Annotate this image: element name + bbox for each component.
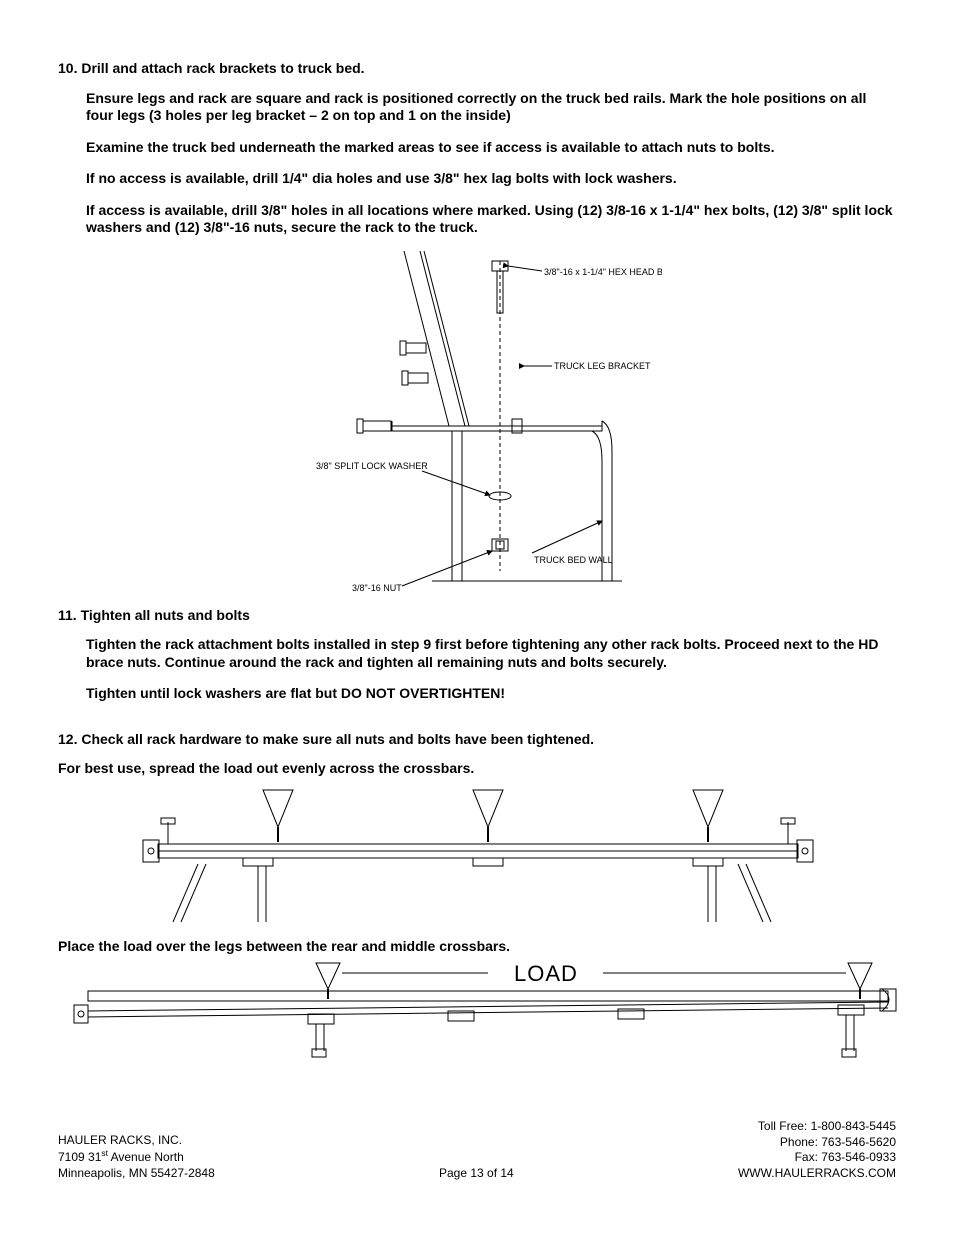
step-10-heading: 10. Drill and attach rack brackets to tr… <box>58 60 896 78</box>
step-10-body: Ensure legs and rack are square and rack… <box>58 90 896 237</box>
step-10-p2: Examine the truck bed underneath the mar… <box>86 139 896 157</box>
label-washer: 3/8" SPLIT LOCK WASHER <box>316 461 428 471</box>
step-12-p2: Place the load over the legs between the… <box>58 938 896 956</box>
footer-phone: Phone: 763-546-5620 <box>738 1135 896 1151</box>
footer-left: HAULER RACKS, INC. 7109 31st Avenue Nort… <box>58 1133 215 1182</box>
footer-fax: Fax: 763-546-0933 <box>738 1150 896 1166</box>
step-11-p1: Tighten the rack attachment bolts instal… <box>86 636 896 671</box>
footer-addr2: Minneapolis, MN 55427-2848 <box>58 1166 215 1182</box>
page-number: Page 13 of 14 <box>215 1166 738 1181</box>
label-wall: TRUCK BED WALL <box>534 555 613 565</box>
step-10-p4: If access is available, drill 3/8" holes… <box>86 202 896 237</box>
load-placement-diagram: LOAD <box>58 959 898 1059</box>
step-12-p1: For best use, spread the load out evenly… <box>58 760 896 778</box>
step-11-p2: Tighten until lock washers are flat but … <box>86 685 896 703</box>
step-10-p3: If no access is available, drill 1/4" di… <box>86 170 896 188</box>
page-footer: HAULER RACKS, INC. 7109 31st Avenue Nort… <box>58 1119 896 1181</box>
footer-tollfree: Toll Free: 1-800-843-5445 <box>738 1119 896 1135</box>
footer-web: WWW.HAULERRACKS.COM <box>738 1166 896 1182</box>
even-load-diagram <box>98 782 828 932</box>
label-bolt: 3/8"-16 x 1-1/4" HEX HEAD BOLT <box>544 267 662 277</box>
step-11-heading: 11. Tighten all nuts and bolts <box>58 607 896 625</box>
step-11-body: Tighten the rack attachment bolts instal… <box>58 636 896 703</box>
footer-company: HAULER RACKS, INC. <box>58 1133 215 1149</box>
footer-right: Toll Free: 1-800-843-5445 Phone: 763-546… <box>738 1119 896 1181</box>
step-10-p1: Ensure legs and rack are square and rack… <box>86 90 896 125</box>
bracket-diagram: 3/8"-16 x 1-1/4" HEX HEAD BOLT TRUCK LEG… <box>292 251 662 601</box>
footer-addr1: 7109 31st Avenue North <box>58 1148 215 1166</box>
label-nut: 3/8"-16 NUT <box>352 583 402 593</box>
step-12-heading: 12. Check all rack hardware to make sure… <box>58 731 896 749</box>
load-label: LOAD <box>514 961 578 986</box>
label-bracket: TRUCK LEG BRACKET <box>554 361 651 371</box>
